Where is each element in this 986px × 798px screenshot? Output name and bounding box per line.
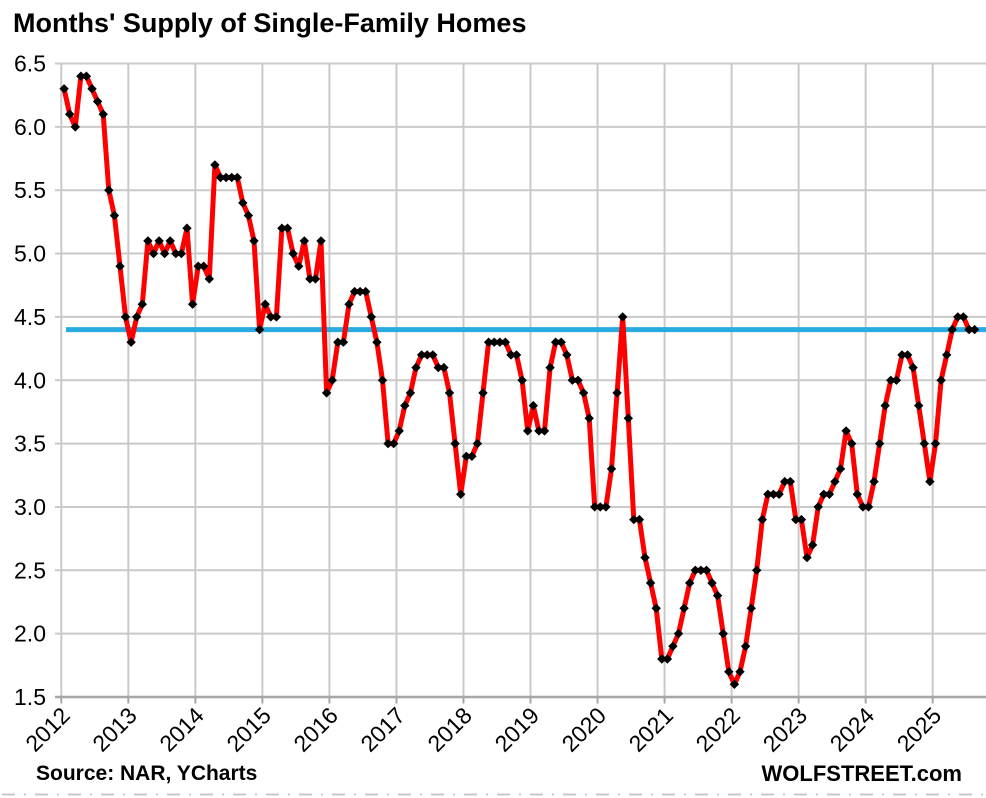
x-tick-label: 2012 xyxy=(20,702,75,757)
x-tick-label: 2013 xyxy=(87,702,142,757)
x-tick-label: 2025 xyxy=(892,702,947,757)
y-tick-label: 2.0 xyxy=(14,621,46,647)
y-tick-label: 1.5 xyxy=(14,684,46,710)
x-tick-label: 2014 xyxy=(154,702,209,757)
x-tick-label: 2018 xyxy=(422,702,477,757)
y-tick-label: 3.5 xyxy=(14,431,46,457)
y-tick-label: 4.0 xyxy=(14,367,46,393)
y-tick-label: 6.5 xyxy=(14,51,46,77)
x-tick-label: 2022 xyxy=(691,702,746,757)
x-tick-label: 2015 xyxy=(221,702,276,757)
data-point-markers xyxy=(59,71,980,689)
y-tick-label: 6.0 xyxy=(14,114,46,140)
branding-wolfstreet: WOLFSTREET.com xyxy=(761,761,962,786)
y-tick-label: 3.0 xyxy=(14,494,46,520)
y-tick-label: 4.5 xyxy=(14,304,46,330)
x-tick-label: 2019 xyxy=(489,702,544,757)
x-tick-label: 2016 xyxy=(288,702,343,757)
chart-title: Months' Supply of Single-Family Homes xyxy=(13,8,527,38)
x-tick-label: 2023 xyxy=(758,702,813,757)
x-tick-label: 2021 xyxy=(624,702,679,757)
x-tick-label: 2024 xyxy=(825,702,880,757)
x-tick-label: 2017 xyxy=(355,702,410,757)
x-tick-label: 2020 xyxy=(557,702,612,757)
y-tick-label: 5.0 xyxy=(14,241,46,267)
y-tick-label: 5.5 xyxy=(14,177,46,203)
source-note: Source: NAR, YCharts xyxy=(36,762,258,785)
y-tick-label: 2.5 xyxy=(14,557,46,583)
